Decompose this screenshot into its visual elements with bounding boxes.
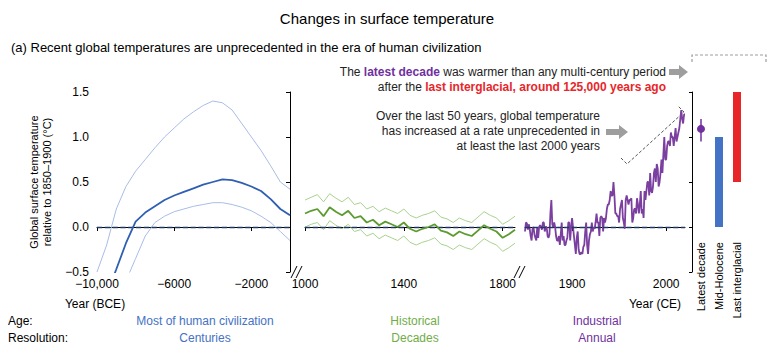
svg-text:1.0: 1.0 [72, 130, 89, 144]
svg-text:Annual: Annual [578, 331, 615, 345]
svg-text:Year (BCE): Year (BCE) [65, 297, 125, 311]
svg-text:1000: 1000 [292, 277, 319, 291]
svg-text:1.5: 1.5 [72, 85, 89, 99]
svg-text:last interglacial,: last interglacial, [425, 80, 516, 94]
svg-text:−2000: −2000 [235, 277, 269, 291]
svg-text:Most of human civilization: Most of human civilization [136, 314, 273, 328]
svg-text:Over the last 50 years, global: Over the last 50 years, global temperatu… [376, 109, 600, 123]
svg-text:0.5: 0.5 [72, 175, 89, 189]
svg-text:The: The [340, 65, 364, 79]
svg-text:Industrial: Industrial [573, 314, 622, 328]
svg-text:Decades: Decades [391, 331, 438, 345]
svg-text:at least the last 2000 years: at least the last 2000 years [457, 139, 600, 153]
svg-text:2000: 2000 [653, 277, 680, 291]
svg-text:Changes in surface temperature: Changes in surface temperature [280, 10, 494, 27]
svg-text:Latest decade: Latest decade [695, 242, 707, 311]
svg-text:around 125,000 years ago: around 125,000 years ago [516, 80, 666, 94]
svg-text:relative to 1850–1900 (°C): relative to 1850–1900 (°C) [41, 118, 53, 247]
svg-text:−6000: −6000 [157, 277, 191, 291]
svg-text:1900: 1900 [559, 277, 586, 291]
svg-text:was warmer than any multi-cent: was warmer than any multi-century period [440, 65, 666, 79]
svg-text:Historical: Historical [390, 314, 439, 328]
svg-text:1400: 1400 [390, 277, 417, 291]
svg-text:latest decade: latest decade [364, 65, 440, 79]
svg-text:0.0: 0.0 [72, 220, 89, 234]
svg-text:Year (CE): Year (CE) [629, 297, 681, 311]
svg-text:has increased at a rate unprec: has increased at a rate unprecedented in [382, 124, 600, 138]
svg-text:Centuries: Centuries [179, 331, 230, 345]
svg-text:after the: after the [378, 80, 425, 94]
svg-text:Mid-Holocene: Mid-Holocene [713, 242, 725, 310]
svg-text:Resolution:: Resolution: [8, 331, 68, 345]
svg-text:−10,000: −10,000 [75, 277, 119, 291]
svg-text:Last interglacial: Last interglacial [731, 242, 743, 318]
svg-text:Global surface temperature: Global surface temperature [28, 115, 40, 248]
svg-text:1800: 1800 [489, 277, 516, 291]
svg-text:Age:: Age: [8, 314, 33, 328]
svg-text:−0.5: −0.5 [65, 265, 89, 279]
svg-text:(a) Recent global temperatures: (a) Recent global temperatures are unpre… [11, 40, 481, 55]
